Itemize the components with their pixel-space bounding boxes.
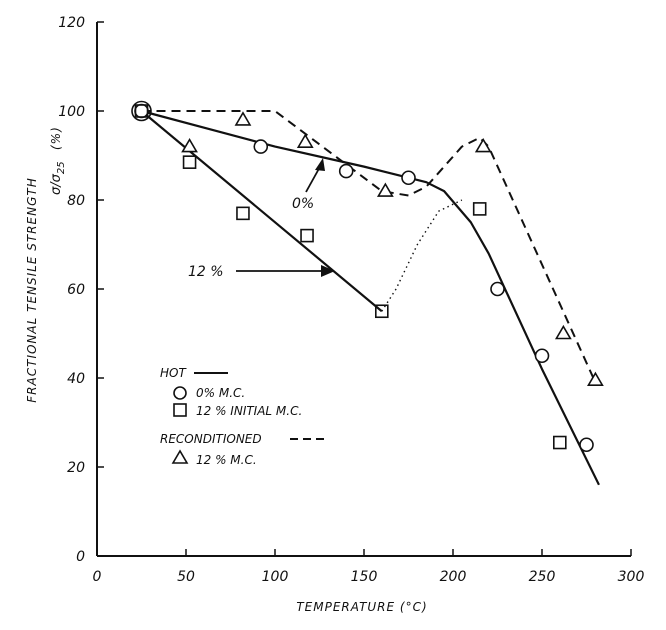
legend-circle-marker	[173, 386, 187, 400]
x-tick-label: 0	[93, 569, 102, 585]
y-axis-unit-text: (%)	[49, 126, 63, 150]
double-circle-marker	[131, 100, 152, 122]
solid-curve	[140, 110, 383, 313]
square-marker	[374, 304, 389, 319]
circle-marker	[579, 437, 594, 453]
square-marker	[472, 202, 487, 216]
y-tick-label: 80	[67, 193, 85, 209]
legend-hot-label: HOT	[160, 366, 187, 380]
legend: HOT 0% M.C. 12 % INITIAL M.C. RECONDITIO…	[160, 366, 326, 467]
y-tick-label: 0	[76, 549, 85, 565]
legend-0-mc-label: 0% M.C.	[196, 386, 245, 400]
y-axis-title: FRACTIONAL TENSILE STRENGTH	[25, 177, 39, 402]
dashed-curve	[141, 110, 597, 383]
triangle-marker	[296, 133, 314, 148]
solid-curve	[141, 109, 600, 486]
y-tick-label: 120	[58, 15, 85, 31]
triangle-marker	[554, 324, 572, 340]
legend-square-marker	[173, 403, 187, 417]
legend-triangle-marker	[171, 449, 189, 464]
triangle-marker	[376, 182, 394, 197]
legend-reconditioned-label: RECONDITIONED	[160, 432, 262, 446]
curve-lines	[140, 109, 600, 486]
triangle-marker	[587, 371, 604, 387]
y-axis-symbol: σ/σ25	[49, 161, 67, 195]
axes: 0 50 100 150 200 250 300 0 20 40 60 80 100 120	[58, 15, 644, 585]
triangle-marker	[234, 111, 252, 126]
legend-12-mc-label: 12 % M.C.	[196, 453, 257, 467]
circle-marker	[534, 348, 550, 364]
circle-marker	[253, 139, 269, 154]
x-tick-label: 300	[618, 569, 645, 585]
circle-marker	[490, 281, 505, 297]
x-tick-label: 100	[262, 569, 289, 585]
annotation-0-percent: 0%	[292, 196, 314, 212]
triangle-marker	[181, 138, 198, 153]
legend-12-initial-label: 12 % INITIAL M.C.	[196, 404, 302, 418]
data-markers	[131, 100, 604, 453]
dotted-curve	[381, 199, 463, 312]
triangle-marker	[474, 138, 492, 153]
square-marker	[552, 435, 567, 450]
annotations: 0% 12 %	[188, 158, 335, 280]
square-marker	[300, 228, 314, 243]
y-tick-label: 60	[67, 282, 85, 298]
square-marker	[236, 206, 250, 221]
x-tick-label: 250	[529, 569, 556, 585]
annotation-12-arrowhead	[321, 265, 335, 277]
y-axis-label: FRACTIONAL TENSILE STRENGTH	[25, 177, 39, 402]
x-tick-label: 150	[351, 569, 378, 585]
circle-marker	[338, 163, 354, 179]
x-tick-label: 50	[177, 569, 195, 585]
y-tick-label: 100	[58, 104, 85, 120]
y-axis-unit: (%)	[49, 126, 63, 150]
circle-marker	[134, 103, 149, 119]
circle-marker	[401, 170, 416, 186]
x-tick-label: 200	[440, 569, 467, 585]
y-axis-symbol-text: σ/σ25	[49, 161, 67, 195]
y-tick-label: 20	[67, 460, 85, 476]
x-axis-label: TEMPERATURE (°C)	[296, 600, 427, 614]
y-tick-label: 40	[67, 371, 85, 387]
annotation-12-percent: 12 %	[188, 264, 224, 280]
annotation-0-arrowhead	[315, 158, 325, 171]
square-marker	[134, 104, 149, 118]
square-marker	[182, 155, 197, 169]
